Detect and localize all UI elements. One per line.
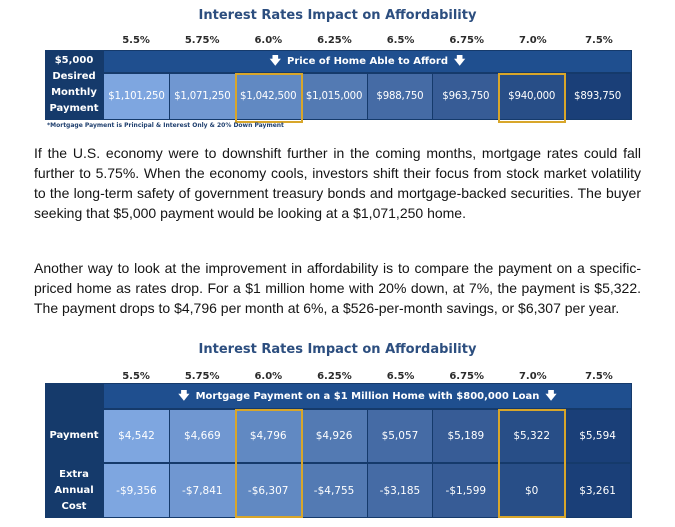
extra-cost-cell: -$7,841 <box>169 464 235 517</box>
paragraph-2: Another way to look at the improvement i… <box>34 260 641 316</box>
rate-label: 5.5% <box>122 35 150 46</box>
payment-table: 🡇 Mortgage Payment on a $1 Million Home … <box>45 383 632 518</box>
rate-label: 6.25% <box>317 371 352 382</box>
home-price-cell: $988,750 <box>367 74 433 119</box>
home-price-cell: $1,071,250 <box>169 74 235 119</box>
extra-cost-cell: $0 <box>499 464 565 517</box>
payment-row-label: Payment <box>49 430 99 441</box>
row-label-line: Monthly <box>51 87 97 98</box>
payment-cell: $5,057 <box>367 410 433 462</box>
table1-row-label: $5,000 Desired Monthly Payment <box>45 50 103 120</box>
highlight-box-6-percent <box>235 409 303 518</box>
row-label-line: Payment <box>49 103 99 114</box>
rate-label: 7.5% <box>585 35 613 46</box>
rate-label: 5.75% <box>184 35 220 46</box>
table2-header: 🡇 Mortgage Payment on a $1 Million Home … <box>104 384 631 408</box>
payment-row: $4,542 $4,669 $4,796 $4,926 $5,057 $5,189 $5,3… <box>104 410 631 462</box>
affordability-table: $5,000 Desired Monthly Payment 🡇 Price of H… <box>45 50 632 120</box>
rate-label: 6.0% <box>254 371 283 382</box>
payment-cell: $5,189 <box>433 410 499 462</box>
extra-cost-cell: $3,261 <box>565 464 630 517</box>
rate-label: 6.5% <box>386 35 415 46</box>
home-price-cell: $1,015,000 <box>301 74 367 119</box>
down-arrow-icon: 🡇 <box>545 388 557 402</box>
extra-cost-row-label: Extra Annual Cost <box>45 464 103 517</box>
table1-header: 🡇 Price of Home Able to Afford 🡇 <box>104 51 631 72</box>
rate-label: 6.25% <box>317 35 352 46</box>
down-arrow-icon: 🡇 <box>269 54 281 67</box>
extra-cost-cell: -$1,599 <box>433 464 499 517</box>
extra-cost-row: -$9,356 -$7,841 -$6,307 -$4,755 -$3,185 -$1,5… <box>104 464 631 517</box>
highlight-box-6-percent <box>235 73 303 123</box>
highlight-box-7-percent <box>498 73 566 123</box>
rate-label: 7.0% <box>518 35 547 46</box>
rate-label: 5.5% <box>122 371 150 382</box>
extra-cost-cell: -$6,307 <box>235 464 301 517</box>
rate-label: 5.75% <box>184 371 220 382</box>
down-arrow-icon: 🡇 <box>454 54 466 67</box>
payment-cell: $5,322 <box>499 410 565 462</box>
home-price-cell: $963,750 <box>433 74 499 119</box>
row-label-line: Desired <box>52 71 96 82</box>
extra-cost-cell: -$9,356 <box>104 464 169 517</box>
row-label-line: Annual <box>54 484 94 496</box>
payment-cell: $4,796 <box>235 410 301 462</box>
payment-cell: $4,926 <box>301 410 367 462</box>
table1-title: Interest Rates Impact on Affordability <box>198 8 477 23</box>
extra-cost-cell: -$3,185 <box>367 464 433 517</box>
table2-title: Interest Rates Impact on Affordability <box>198 342 477 357</box>
row-label-line: $5,000 <box>54 55 94 66</box>
rate-label: 6.75% <box>449 371 485 382</box>
payment-cell: $5,594 <box>565 410 630 462</box>
table1-rate-row: 5.5% 5.75% 6.0% 6.25% 6.5% 6.75% 7.0% 7.5% <box>103 35 632 46</box>
home-price-cell: $1,101,250 <box>104 74 169 119</box>
extra-cost-cell: -$4,755 <box>301 464 367 517</box>
row-label-line: Cost <box>61 500 87 512</box>
home-price-cell: $1,042,500 <box>235 74 301 119</box>
payment-cell: $4,669 <box>169 410 235 462</box>
payment-cell: $4,542 <box>104 410 169 462</box>
rate-label: 6.5% <box>386 371 415 382</box>
rate-label: 7.5% <box>585 371 613 382</box>
rate-label: 6.75% <box>449 35 485 46</box>
table1-footnote: *Mortgage Payment is Principal & Interes… <box>47 122 284 129</box>
down-arrow-icon: 🡇 <box>178 388 190 402</box>
rate-label: 7.0% <box>518 371 547 382</box>
home-price-cell: $940,000 <box>499 74 565 119</box>
row-label-line: Extra <box>59 468 89 480</box>
paragraph-1: If the U.S. economy were to downshift fu… <box>34 145 641 221</box>
table2-rate-row: 5.5% 5.75% 6.0% 6.25% 6.5% 6.75% 7.0% 7.5% <box>103 371 632 382</box>
rate-label: 6.0% <box>254 35 283 46</box>
home-price-cell: $893,750 <box>565 74 630 119</box>
table1-value-row: $1,101,250 $1,071,250 $1,042,500 $1,015,000… <box>104 74 631 119</box>
highlight-box-7-percent <box>498 409 566 518</box>
